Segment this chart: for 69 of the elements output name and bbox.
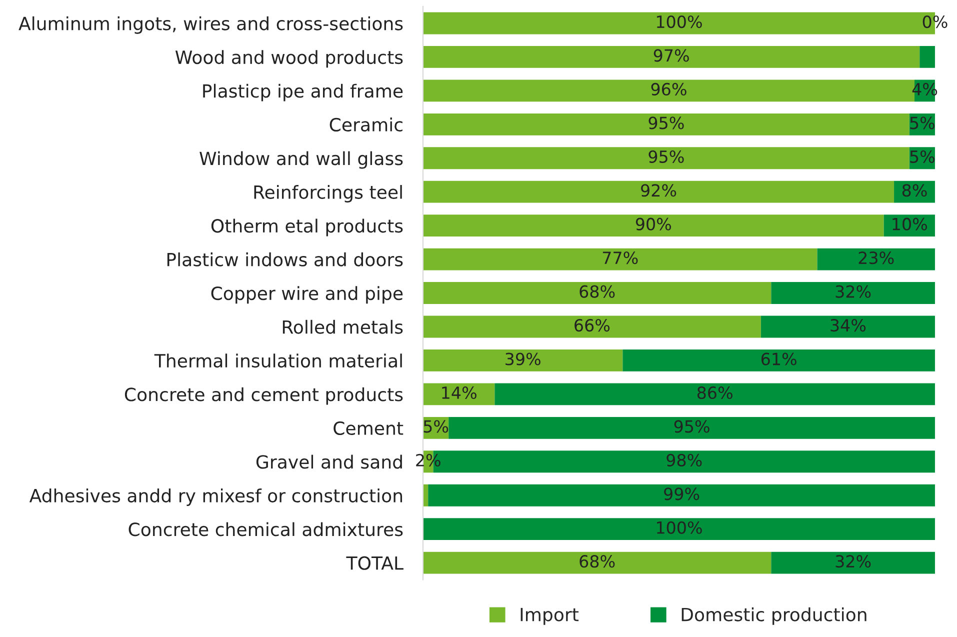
bar bbox=[422, 552, 772, 574]
data-label: 100% bbox=[657, 15, 702, 28]
bar bbox=[448, 416, 935, 439]
bar bbox=[422, 147, 910, 170]
data-label: 99% bbox=[664, 488, 700, 500]
data-label: 5% bbox=[910, 116, 934, 130]
y-tick-label: Reinforcings teel bbox=[254, 184, 402, 202]
bar bbox=[771, 282, 935, 304]
data-label: 86% bbox=[697, 386, 732, 400]
bar bbox=[817, 248, 935, 270]
bar bbox=[622, 350, 935, 372]
bar bbox=[422, 282, 772, 304]
y-tick-label: Plasticw indows and doors bbox=[167, 252, 403, 266]
data-label: 10% bbox=[892, 218, 927, 230]
y-tick-label: Otherm etal products bbox=[211, 218, 403, 236]
bar bbox=[422, 350, 623, 372]
bar bbox=[428, 484, 935, 506]
y-tick-label: Gravel and sand bbox=[256, 454, 402, 469]
data-label: 96% bbox=[651, 82, 686, 96]
y-tick-label: Concrete chemical admixtures bbox=[128, 522, 403, 536]
data-label: 5% bbox=[910, 150, 934, 163]
data-label: 5% bbox=[424, 420, 448, 433]
legend-label: Import bbox=[520, 608, 579, 625]
y-tick-label: TOTAL bbox=[346, 556, 404, 570]
y-tick-label: Plasticp ipe and frame bbox=[203, 84, 403, 102]
y-tick-label: Copper wire and pipe bbox=[211, 286, 403, 304]
data-label: 98% bbox=[666, 454, 702, 466]
data-label: 92% bbox=[641, 184, 676, 197]
data-label: 97% bbox=[654, 49, 689, 62]
data-label: 77% bbox=[602, 252, 638, 264]
bar bbox=[422, 383, 495, 406]
data-label: 14% bbox=[442, 386, 476, 400]
bar bbox=[422, 518, 935, 540]
y-tick-label: Concrete and cement products bbox=[124, 387, 403, 405]
data-label: 95% bbox=[648, 150, 684, 163]
data-label: 32% bbox=[836, 555, 871, 568]
data-label: 95% bbox=[648, 116, 684, 130]
bar bbox=[494, 383, 935, 406]
data-label: 100% bbox=[657, 521, 702, 534]
data-label: 68% bbox=[580, 555, 615, 568]
y-tick-label: Thermal insulation material bbox=[154, 354, 402, 368]
data-label: 32% bbox=[836, 285, 871, 298]
data-label: 23% bbox=[858, 252, 894, 264]
y-tick-label: Wood and wood products bbox=[175, 50, 403, 68]
data-label: 2% bbox=[416, 454, 440, 466]
data-label: 61% bbox=[761, 352, 796, 366]
bar bbox=[771, 552, 935, 574]
bar bbox=[920, 46, 935, 68]
bar bbox=[760, 316, 935, 338]
bar bbox=[422, 316, 761, 338]
y-tick-label: Cement bbox=[334, 421, 404, 436]
bar bbox=[422, 113, 910, 136]
y-tick-label: Ceramic bbox=[330, 118, 402, 132]
bar bbox=[422, 248, 818, 270]
data-label: 90% bbox=[636, 218, 671, 230]
y-tick-label: Rolled metals bbox=[282, 320, 403, 334]
bar bbox=[422, 46, 920, 68]
bar bbox=[422, 180, 894, 203]
data-label: 39% bbox=[506, 352, 540, 366]
data-label: 34% bbox=[830, 318, 866, 332]
y-tick-label: Adhesives andd ry mixesf or construction bbox=[29, 488, 402, 506]
y-tick-label: Window and wall glass bbox=[200, 151, 403, 169]
legend-label: Domestic production bbox=[682, 607, 866, 625]
y-tick-label: Aluminum ingots, wires and cross-sections bbox=[18, 16, 403, 34]
data-label: 95% bbox=[674, 420, 710, 433]
data-label: 68% bbox=[580, 285, 615, 298]
data-label: 66% bbox=[574, 318, 610, 332]
bar bbox=[422, 214, 884, 237]
data-label: 8% bbox=[902, 184, 927, 197]
